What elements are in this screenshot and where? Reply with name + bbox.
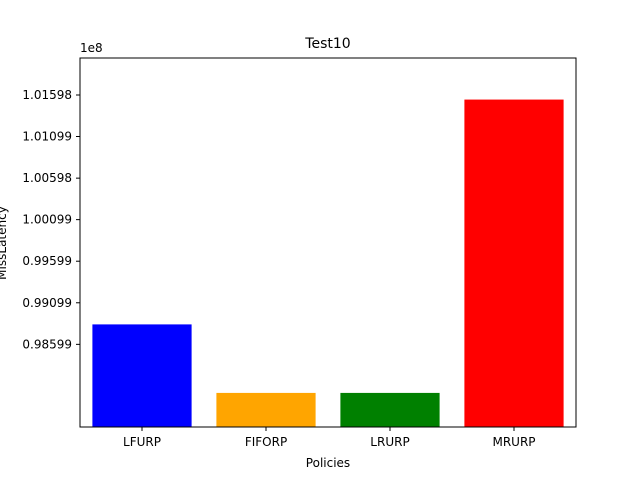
y-ticks: 0.98599 0.99099 0.99599 1.00099 1.00598 1.010… <box>22 88 80 351</box>
x-tick-label: MRURP <box>492 435 535 449</box>
y-tick-label: 0.99099 <box>22 296 72 310</box>
bars-layer <box>92 99 564 427</box>
bar-lrurp <box>340 392 440 427</box>
x-ticks: LFURP FIFORP LRURP MRURP <box>123 427 536 449</box>
bar-lfurp <box>92 324 192 427</box>
x-axis-label: Policies <box>306 456 350 470</box>
x-tick-label: LFURP <box>123 435 161 449</box>
x-tick-label: LRURP <box>370 435 409 449</box>
y-tick-label: 0.99599 <box>22 254 72 268</box>
y-axis-label: MissLatency <box>0 206 9 280</box>
y-tick-label: 1.01099 <box>22 129 72 143</box>
chart-title: Test10 <box>304 36 350 52</box>
y-tick-label: 1.01598 <box>22 88 72 102</box>
y-tick-label: 1.00598 <box>22 171 72 185</box>
y-offset-text: 1e8 <box>80 41 103 55</box>
plot-frame <box>79 57 577 428</box>
x-tick-label: FIFORP <box>245 435 287 449</box>
y-tick-label: 1.00099 <box>22 213 72 227</box>
y-tick-label: 0.98599 <box>22 337 72 351</box>
bar-mrurp <box>464 99 564 427</box>
bar-fiforp <box>216 392 316 427</box>
